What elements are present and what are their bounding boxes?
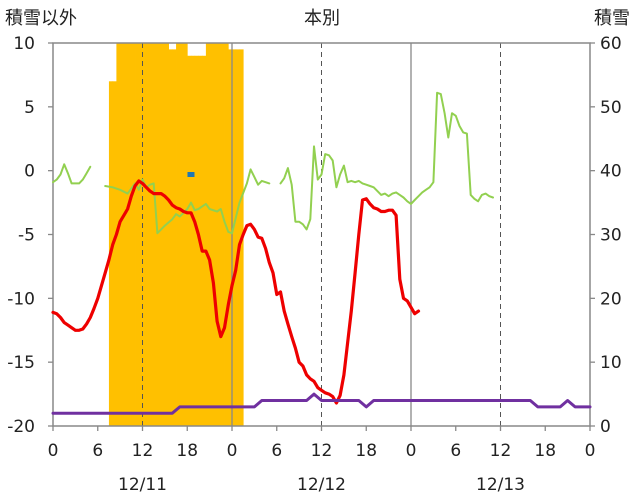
x-date-label: 12/12 bbox=[297, 475, 346, 495]
y-right-tick-label: 10 bbox=[600, 353, 622, 373]
title-left: 積雪以外 bbox=[5, 8, 77, 29]
y-left-tick-label: -5 bbox=[18, 226, 35, 246]
x-tick-label: 0 bbox=[227, 441, 238, 461]
snow-depth-bar bbox=[183, 43, 188, 426]
snow-depth-bar bbox=[232, 49, 237, 427]
wind-line bbox=[52, 163, 92, 185]
snow-depth-bar bbox=[194, 55, 199, 427]
x-tick-label: 12 bbox=[132, 441, 154, 461]
y-right-tick-label: 60 bbox=[600, 34, 622, 54]
x-tick-label: 6 bbox=[271, 441, 282, 461]
y-right-tick-label: 20 bbox=[600, 289, 622, 309]
x-date-label: 12/11 bbox=[118, 475, 167, 495]
humidity-line bbox=[51, 392, 592, 415]
x-tick-label: 18 bbox=[176, 441, 198, 461]
y-left-tick-label: 10 bbox=[13, 34, 35, 54]
title-center: 本別 bbox=[304, 8, 340, 29]
x-tick-label: 12 bbox=[490, 441, 512, 461]
x-tick-label: 0 bbox=[48, 441, 59, 461]
snow-depth-bar bbox=[168, 49, 173, 427]
x-date-label: 12/13 bbox=[476, 475, 525, 495]
x-tick-label: 18 bbox=[534, 441, 556, 461]
snow-depth-bar bbox=[217, 43, 222, 426]
snow-depth-bar bbox=[187, 55, 192, 427]
snow-depth-bar bbox=[116, 43, 121, 426]
y-left-tick-label: 0 bbox=[24, 162, 35, 182]
snowfall-marker bbox=[187, 171, 195, 177]
snow-depth-bar bbox=[179, 43, 184, 426]
snow-depth-bar bbox=[142, 43, 147, 426]
snow-depth-bar bbox=[209, 43, 214, 426]
x-tick-label: 6 bbox=[92, 441, 103, 461]
title-right: 積雪 bbox=[594, 8, 630, 29]
snow-depth-bar bbox=[213, 43, 218, 426]
snow-depth-bar bbox=[120, 43, 125, 426]
snow-depth-bar bbox=[127, 43, 132, 426]
x-tick-label: 12 bbox=[311, 441, 333, 461]
snow-depth-bar bbox=[235, 49, 240, 427]
snow-depth-bar bbox=[205, 43, 211, 426]
snow-depth-bar bbox=[172, 49, 177, 427]
x-tick-label: 0 bbox=[406, 441, 417, 461]
y-left-tick-label: -15 bbox=[7, 353, 35, 373]
snow-depth-bar bbox=[157, 43, 162, 426]
snow-depth-bar bbox=[228, 49, 233, 427]
x-tick-label: 6 bbox=[450, 441, 461, 461]
x-tick-label: 18 bbox=[355, 441, 377, 461]
y-right-tick-label: 0 bbox=[600, 417, 611, 437]
temperature-line bbox=[51, 179, 421, 405]
snow-depth-bar bbox=[153, 43, 158, 426]
y-right-tick-label: 40 bbox=[600, 162, 622, 182]
snow-depth-bar bbox=[146, 43, 151, 426]
snow-depth-bar bbox=[149, 43, 155, 426]
snow-depth-bar bbox=[112, 81, 117, 427]
y-right-tick-label: 50 bbox=[600, 98, 622, 118]
snow-depth-bar bbox=[202, 55, 207, 427]
snow-depth-bar bbox=[161, 43, 166, 426]
snow-depth-bar bbox=[135, 43, 140, 426]
x-tick-label: 0 bbox=[585, 441, 596, 461]
y-left-tick-label: 5 bbox=[24, 98, 35, 118]
y-left-tick-label: -20 bbox=[7, 417, 35, 437]
y-right-tick-label: 30 bbox=[600, 226, 622, 246]
y-left-tick-label: -10 bbox=[7, 289, 35, 309]
snow-depth-bar bbox=[190, 55, 196, 427]
snow-depth-bar bbox=[138, 43, 143, 426]
snow-depth-bar bbox=[220, 43, 225, 426]
snow-depth-bar bbox=[164, 43, 170, 426]
snow-depth-bar bbox=[224, 43, 229, 426]
wind-line bbox=[279, 91, 494, 231]
snow-depth-bar bbox=[131, 43, 136, 426]
snow-depth-bar bbox=[176, 43, 181, 426]
snow-depth-bar bbox=[123, 43, 128, 426]
